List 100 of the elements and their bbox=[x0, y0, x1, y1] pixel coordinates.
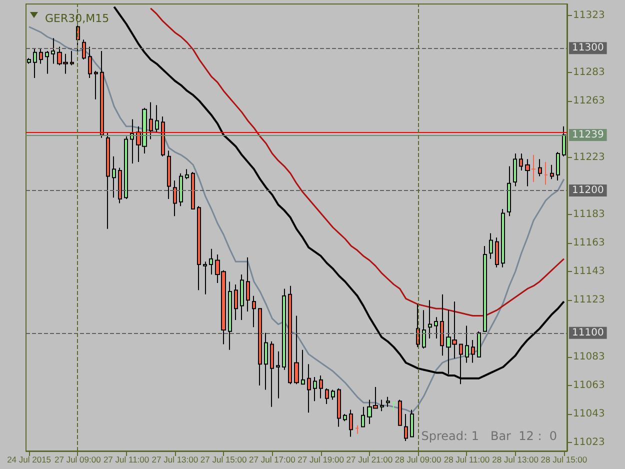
x-tick-label: 27 Jul 11:00 bbox=[103, 454, 150, 464]
y-tick-label: 11223 bbox=[573, 152, 605, 164]
candlestick bbox=[282, 288, 286, 370]
x-tick-label: 28 Jul 13:00 bbox=[492, 454, 539, 464]
candlestick bbox=[124, 136, 128, 200]
line-series bbox=[28, 26, 565, 414]
candlestick bbox=[477, 330, 481, 358]
candlestick bbox=[434, 316, 438, 340]
candlestick bbox=[404, 413, 408, 442]
candlestick bbox=[294, 315, 299, 385]
x-tick-label: 27 Jul 21:00 bbox=[346, 454, 393, 464]
candlestick bbox=[380, 399, 384, 412]
candlestick bbox=[70, 50, 74, 66]
candlestick bbox=[209, 248, 213, 275]
y-tick-label: 11043 bbox=[573, 408, 605, 420]
x-tick-label: 27 Jul 19:00 bbox=[298, 454, 344, 464]
y-tick-label: 11323 bbox=[573, 10, 605, 21]
candlestick bbox=[355, 424, 359, 434]
candlestick bbox=[410, 409, 414, 438]
candlestick bbox=[258, 308, 262, 386]
candlestick bbox=[270, 340, 274, 408]
x-tick-label: 28 Jul 15:00 bbox=[540, 454, 588, 464]
candlestick bbox=[386, 396, 390, 408]
candlestick bbox=[361, 406, 365, 428]
candlestick bbox=[489, 232, 493, 260]
y-tick-label: 11163 bbox=[573, 238, 605, 249]
candlestick bbox=[106, 132, 110, 230]
candlestick bbox=[507, 166, 511, 217]
candlestick bbox=[307, 364, 311, 414]
candlestick bbox=[112, 156, 116, 198]
y-tick-label: 11283 bbox=[573, 66, 605, 78]
candlestick bbox=[337, 388, 341, 428]
candlestick bbox=[246, 256, 250, 312]
candlestick bbox=[471, 339, 475, 364]
candlestick bbox=[173, 180, 177, 217]
candlestick bbox=[313, 376, 317, 402]
candlestick bbox=[118, 167, 122, 204]
candlestick bbox=[501, 208, 505, 268]
candlestick bbox=[82, 39, 86, 60]
candlestick bbox=[185, 168, 189, 180]
candlestick bbox=[343, 413, 347, 422]
text: GER30,M15 bbox=[45, 12, 110, 25]
candlestick bbox=[149, 102, 153, 140]
candlestick bbox=[349, 409, 353, 438]
y-tick-label: 11123 bbox=[573, 294, 605, 306]
candlestick bbox=[392, 402, 396, 412]
y-tick-label: 11023 bbox=[573, 436, 605, 448]
candlestick bbox=[27, 58, 31, 64]
ref-line-label: 11300 bbox=[572, 42, 604, 54]
y-tick-label: 11183 bbox=[573, 209, 605, 220]
candlestick bbox=[51, 38, 55, 64]
candlestick bbox=[319, 375, 323, 399]
candlestick bbox=[331, 389, 335, 400]
ref-line-label: 11239 bbox=[572, 129, 604, 140]
candlestick bbox=[276, 350, 280, 399]
candlestick bbox=[440, 294, 444, 356]
candlestick bbox=[325, 388, 329, 405]
candlestick bbox=[398, 399, 402, 426]
candlestick bbox=[519, 152, 523, 172]
candlestick bbox=[550, 164, 554, 180]
candlestick bbox=[495, 236, 499, 268]
ref-line-label: 11100 bbox=[572, 327, 604, 338]
candlestick bbox=[191, 171, 195, 210]
ref-line-label: 11200 bbox=[572, 184, 604, 196]
x-tick-label: 28 Jul 09:00 bbox=[394, 454, 442, 464]
candlestick bbox=[465, 325, 469, 364]
x-tick-label: 27 Jul 17:00 bbox=[249, 454, 296, 464]
candlestick bbox=[39, 48, 43, 64]
candlestick bbox=[197, 206, 201, 291]
candlestick bbox=[100, 50, 104, 138]
candlestick bbox=[130, 118, 134, 164]
candlestick bbox=[155, 104, 159, 133]
candlestick bbox=[234, 284, 238, 321]
candlestick bbox=[556, 152, 560, 182]
candlestick bbox=[179, 172, 183, 207]
y-tick-label: 11143 bbox=[573, 266, 605, 278]
x-tick-label: 27 Jul 15:00 bbox=[200, 454, 247, 464]
candlestick bbox=[33, 48, 37, 79]
annotation: Spread: 1 Bar 12 : 0 bbox=[421, 429, 557, 443]
candlestick bbox=[422, 310, 426, 350]
candlestick bbox=[513, 152, 517, 187]
candlestick bbox=[264, 332, 268, 390]
y-tick-label: 11063 bbox=[573, 380, 605, 392]
candlestick bbox=[544, 162, 548, 186]
candlestick bbox=[240, 274, 244, 321]
x-tick-label: 27 Jul 13:00 bbox=[152, 454, 198, 464]
x-tick-label: 28 Jul 11:00 bbox=[444, 454, 490, 464]
candlestick bbox=[228, 281, 232, 350]
candlestick bbox=[252, 295, 256, 328]
x-tick-label: 27 Jul 09:00 bbox=[54, 454, 102, 464]
candlestick bbox=[94, 70, 98, 100]
y-tick-label: 11083 bbox=[573, 352, 605, 363]
line-series bbox=[150, 8, 565, 317]
candlestick bbox=[288, 285, 292, 385]
candlestick bbox=[562, 126, 566, 157]
candlestick bbox=[483, 246, 487, 332]
y-tick-label: 11263 bbox=[573, 95, 605, 106]
candlestick bbox=[538, 158, 542, 177]
candlestick bbox=[161, 116, 165, 157]
candlestick bbox=[45, 50, 49, 74]
